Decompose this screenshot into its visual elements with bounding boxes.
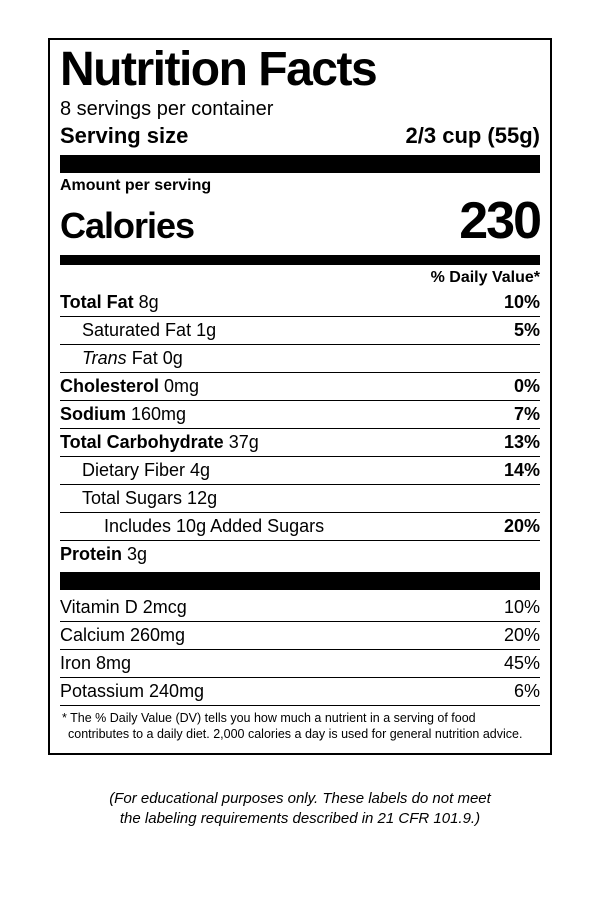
trans-word: Trans <box>82 348 127 368</box>
sat-fat-label: Saturated Fat 1g <box>60 320 216 341</box>
row-added-sugars: Includes 10g Added Sugars 20% <box>60 512 540 540</box>
row-total-fat: Total Fat 8g 10% <box>60 289 540 316</box>
calories-value: 230 <box>459 191 540 251</box>
calcium-dv: 20% <box>504 625 540 646</box>
servings-per-container: 8 servings per container <box>60 98 540 121</box>
iron-dv: 45% <box>504 653 540 674</box>
sodium-label: Sodium <box>60 404 126 424</box>
serving-size-value: 2/3 cup (55g) <box>406 123 540 149</box>
potassium-label: Potassium 240mg <box>60 681 204 702</box>
vitd-label: Vitamin D 2mcg <box>60 597 187 618</box>
fiber-dv: 14% <box>504 460 540 481</box>
total-fat-dv: 10% <box>504 292 540 313</box>
dv-header: % Daily Value* <box>60 269 540 287</box>
serving-size-row: Serving size 2/3 cup (55g) <box>60 123 540 149</box>
title: Nutrition Facts <box>60 46 540 94</box>
disclaimer: (For educational purposes only. These la… <box>48 789 552 830</box>
protein-amt: 3g <box>122 544 147 564</box>
calcium-label: Calcium 260mg <box>60 625 185 646</box>
sodium-amt: 160mg <box>126 404 186 424</box>
total-fat-amt: 8g <box>134 292 159 312</box>
row-potassium: Potassium 240mg 6% <box>60 677 540 705</box>
calories-label: Calories <box>60 205 194 247</box>
sat-fat-dv: 5% <box>514 320 540 341</box>
total-fat-label: Total Fat <box>60 292 134 312</box>
divider-thick <box>60 155 540 173</box>
row-protein: Protein 3g <box>60 540 540 568</box>
row-sugars: Total Sugars 12g <box>60 484 540 512</box>
calories-row: Calories 230 <box>60 191 540 251</box>
nutrition-label: Nutrition Facts 8 servings per container… <box>48 38 552 755</box>
row-fiber: Dietary Fiber 4g 14% <box>60 456 540 484</box>
sodium-dv: 7% <box>514 404 540 425</box>
iron-label: Iron 8mg <box>60 653 131 674</box>
disclaimer-line2: the labeling requirements described in 2… <box>120 810 480 827</box>
divider-thick-2 <box>60 572 540 590</box>
sugars-label: Total Sugars 12g <box>60 488 217 509</box>
cholesterol-amt: 0mg <box>159 376 199 396</box>
added-sugars-dv: 20% <box>504 516 540 537</box>
cholesterol-label: Cholesterol <box>60 376 159 396</box>
row-cholesterol: Cholesterol 0mg 0% <box>60 372 540 400</box>
divider-medium <box>60 255 540 265</box>
carb-amt: 37g <box>224 432 259 452</box>
row-iron: Iron 8mg 45% <box>60 649 540 677</box>
row-trans-fat: Trans Fat 0g <box>60 344 540 372</box>
added-sugars-label: Includes 10g Added Sugars <box>60 516 324 537</box>
carb-label: Total Carbohydrate <box>60 432 224 452</box>
row-sodium: Sodium 160mg 7% <box>60 400 540 428</box>
fiber-label: Dietary Fiber 4g <box>60 460 210 481</box>
row-calcium: Calcium 260mg 20% <box>60 621 540 649</box>
page-wrap: Nutrition Facts 8 servings per container… <box>0 0 600 849</box>
cholesterol-dv: 0% <box>514 376 540 397</box>
row-sat-fat: Saturated Fat 1g 5% <box>60 316 540 344</box>
carb-dv: 13% <box>504 432 540 453</box>
protein-label: Protein <box>60 544 122 564</box>
footnote: * The % Daily Value (DV) tells you how m… <box>60 705 540 745</box>
vitd-dv: 10% <box>504 597 540 618</box>
trans-rest: Fat 0g <box>127 348 183 368</box>
potassium-dv: 6% <box>514 681 540 702</box>
disclaimer-line1: (For educational purposes only. These la… <box>109 790 491 807</box>
serving-size-label: Serving size <box>60 123 188 149</box>
row-carb: Total Carbohydrate 37g 13% <box>60 428 540 456</box>
row-vitd: Vitamin D 2mcg 10% <box>60 594 540 621</box>
